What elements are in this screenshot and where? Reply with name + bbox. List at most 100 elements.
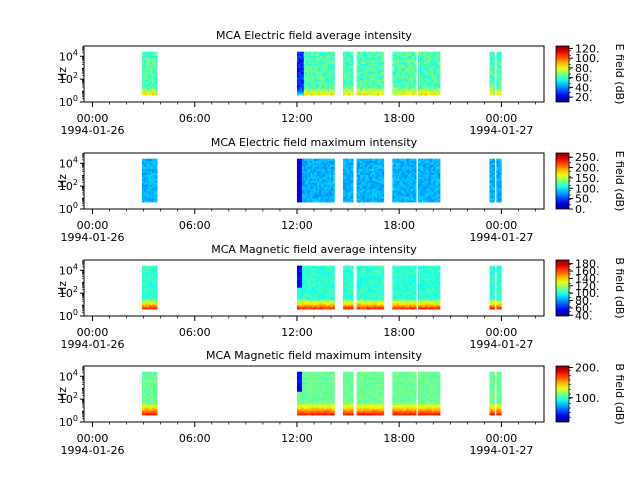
heatmap-cell <box>358 61 361 64</box>
heatmap-cell <box>348 281 351 284</box>
heatmap-cell <box>424 184 427 187</box>
heatmap-cell <box>147 71 150 74</box>
heatmap-cell <box>363 301 366 304</box>
heatmap-cell <box>492 174 495 177</box>
heatmap-cell <box>421 81 424 84</box>
heatmap-cell <box>152 279 155 282</box>
heatmap-cell <box>317 83 320 86</box>
heatmap-cell <box>152 305 155 308</box>
heatmap-cell <box>141 279 144 282</box>
heatmap-cell <box>371 79 374 82</box>
heatmap-cell <box>324 277 327 280</box>
heatmap-cell <box>150 174 153 177</box>
heatmap-cell <box>325 283 328 286</box>
heatmap-cell <box>322 59 325 62</box>
heatmap-cell <box>411 180 414 183</box>
heatmap-cell <box>145 184 148 187</box>
heatmap-cell <box>395 168 398 171</box>
heatmap-cell <box>150 61 153 64</box>
heatmap-cell <box>349 277 352 280</box>
heatmap-cell <box>153 281 156 284</box>
heatmap-cell <box>348 170 351 173</box>
heatmap-cell <box>375 59 378 62</box>
heatmap-cell <box>349 51 352 54</box>
heatmap-cell <box>319 198 322 201</box>
heatmap-cell <box>141 91 144 94</box>
heatmap-cell <box>308 273 311 276</box>
heatmap-cell <box>302 198 305 201</box>
heatmap-cell <box>431 164 434 167</box>
heatmap-cell <box>356 279 359 282</box>
heatmap-cell <box>310 162 313 165</box>
heatmap-cell <box>325 188 328 191</box>
heatmap-cell <box>438 83 441 86</box>
heatmap-cell <box>366 277 369 280</box>
heatmap-cell <box>324 267 327 270</box>
heatmap-cell <box>409 71 412 74</box>
heatmap-cell <box>378 77 381 80</box>
heatmap-cell <box>303 174 306 177</box>
heatmap-cell <box>496 79 499 82</box>
heatmap-cell <box>325 166 328 169</box>
heatmap-cell <box>365 77 368 80</box>
heatmap-cell <box>308 190 311 193</box>
heatmap-cell <box>423 198 426 201</box>
heatmap-cell <box>148 287 151 290</box>
heatmap-cell <box>378 85 381 88</box>
heatmap-cell <box>394 57 397 60</box>
heatmap-cell <box>361 196 364 199</box>
heatmap-cell <box>314 275 316 278</box>
heatmap-cell <box>356 190 359 193</box>
heatmap-cell <box>363 75 366 78</box>
heatmap-cell <box>436 57 439 60</box>
heatmap-cell <box>360 281 362 284</box>
heatmap-cell <box>399 178 402 181</box>
heatmap-cell <box>348 174 351 177</box>
heatmap-cell <box>303 279 306 282</box>
heatmap-cell <box>348 75 351 78</box>
heatmap-cell <box>302 190 305 193</box>
heatmap-cell <box>324 162 327 165</box>
heatmap-cell <box>370 93 373 96</box>
heatmap-cell <box>411 89 414 92</box>
heatmap-cell <box>322 188 325 191</box>
heatmap-cell <box>492 182 495 185</box>
heatmap-cell <box>365 93 368 96</box>
heatmap-cell <box>153 271 156 274</box>
heatmap-cell <box>325 267 328 270</box>
heatmap-cell <box>153 299 156 302</box>
heatmap-cell <box>411 164 414 167</box>
heatmap-cell <box>358 55 361 58</box>
heatmap-cell <box>344 285 347 288</box>
heatmap-cell <box>305 281 308 284</box>
heatmap-cell <box>399 53 402 56</box>
heatmap-cell <box>303 293 306 296</box>
heatmap-cell <box>312 289 315 292</box>
heatmap-cell <box>307 158 310 161</box>
heatmap-cell <box>150 158 153 161</box>
heatmap-cell <box>305 277 308 280</box>
heatmap-cell <box>382 61 385 64</box>
heatmap-cell <box>433 75 436 78</box>
heatmap-cell <box>371 180 374 183</box>
heatmap-cell <box>314 162 316 165</box>
heatmap-cell <box>429 77 432 80</box>
heatmap-cell <box>150 269 153 272</box>
heatmap-cell <box>378 190 381 193</box>
heatmap-cell <box>348 267 351 270</box>
heatmap-cell <box>296 174 299 177</box>
heatmap-cell <box>373 79 376 82</box>
heatmap-cell <box>406 162 408 165</box>
heatmap-cell <box>298 166 301 169</box>
heatmap-cell <box>360 174 362 177</box>
heatmap-cell <box>417 160 420 163</box>
heatmap-cell <box>492 87 495 90</box>
heatmap-cell <box>412 158 415 161</box>
heatmap-cell <box>382 158 385 161</box>
heatmap-cell <box>331 168 334 171</box>
heatmap-cell <box>407 178 410 181</box>
heatmap-cell <box>152 200 155 203</box>
heatmap-cell <box>351 83 354 86</box>
heatmap-cell <box>346 174 349 177</box>
heatmap-cell <box>407 51 410 54</box>
